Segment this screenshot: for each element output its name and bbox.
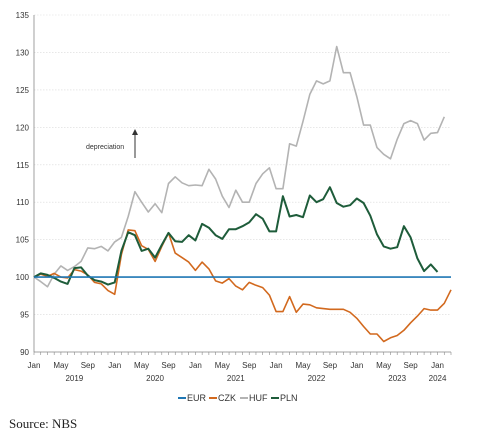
legend-label-czk: CZK [218, 393, 236, 403]
y-tick-label: 135 [16, 11, 30, 20]
x-tick-label: Jan [431, 361, 444, 370]
series-line-pln [33, 186, 439, 286]
annotation-depreciation: depreciation [86, 144, 124, 151]
legend: EUR CZK HUF PLN [178, 393, 298, 403]
x-tick-label: Jan [28, 361, 41, 370]
x-year-label: 2019 [65, 374, 83, 383]
y-tick-label: 110 [16, 198, 29, 207]
y-tick-label: 95 [20, 311, 29, 320]
y-tick-label: 130 [16, 48, 30, 57]
annotation: depreciation [86, 129, 138, 158]
x-tick-label: May [376, 361, 391, 370]
depreciation-arrowhead-icon [132, 129, 138, 135]
series-line-huf [33, 45, 446, 288]
series-line-czk [33, 229, 452, 343]
x-tick-label: May [215, 361, 230, 370]
y-tick-label: 120 [16, 123, 30, 132]
x-tick-label: May [134, 361, 149, 370]
y-tick-label: 100 [16, 273, 30, 282]
x-tick-label: Sep [242, 361, 257, 370]
x-tick-label: May [295, 361, 310, 370]
y-tick-label: 105 [16, 236, 30, 245]
axes: 90 95 100 105 110 115 120 125 130 135 Jan May Sep Jan… [16, 11, 452, 383]
y-tick-label: 125 [16, 86, 30, 95]
legend-label-eur: EUR [187, 393, 207, 403]
legend-label-pln: PLN [280, 393, 298, 403]
x-tick-label: Sep [81, 361, 96, 370]
x-tick-label: Jan [108, 361, 121, 370]
x-year-label: 2021 [227, 374, 245, 383]
x-year-label: 2023 [388, 374, 406, 383]
source-note: Source: NBS [9, 416, 78, 431]
series-lines [33, 45, 452, 343]
legend-label-huf: HUF [249, 393, 268, 403]
x-tick-label: Sep [161, 361, 176, 370]
x-tick-label: Sep [323, 361, 338, 370]
x-tick-label: Sep [404, 361, 419, 370]
x-year-label: 2020 [146, 374, 164, 383]
y-gridlines [34, 14, 451, 353]
x-year-label: 2024 [429, 374, 447, 383]
y-tick-label: 90 [20, 348, 29, 357]
x-tick-label: May [53, 361, 68, 370]
x-year-label: 2022 [308, 374, 326, 383]
y-tick-label: 115 [16, 161, 29, 170]
x-tick-label: Jan [189, 361, 202, 370]
x-tick-label: Jan [270, 361, 283, 370]
x-tick-label: Jan [350, 361, 363, 370]
